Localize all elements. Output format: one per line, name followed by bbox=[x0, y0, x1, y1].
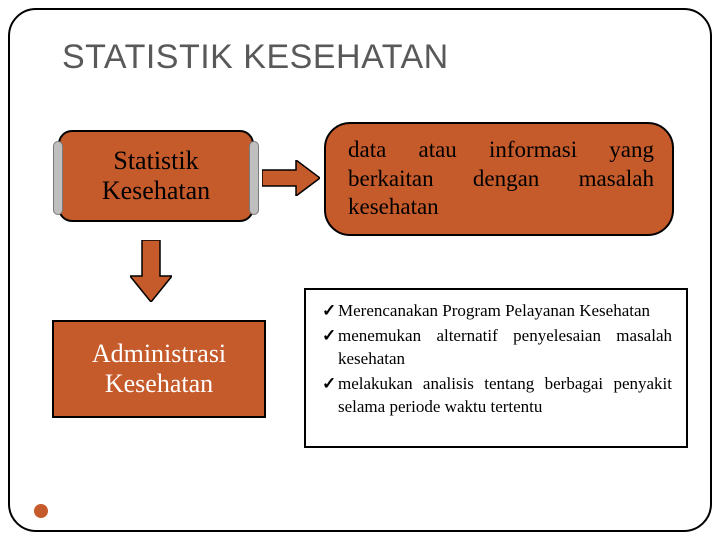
bullet-item: menemukan alternatif penyelesaian masala… bbox=[322, 325, 672, 371]
arrow-down-icon bbox=[130, 240, 172, 307]
scroll-decoration-left bbox=[53, 141, 63, 215]
definisi-text: data atau informasi yang berkaitan denga… bbox=[348, 136, 654, 222]
box-administrasi-label: Administrasi Kesehatan bbox=[92, 339, 226, 399]
bullet-item: melakukan analisis tentang berbagai peny… bbox=[322, 373, 672, 419]
bullet-item: Merencanakan Program Pelayanan Kesehatan bbox=[322, 300, 672, 323]
box-statistik-kesehatan: Statistik Kesehatan bbox=[58, 130, 254, 222]
box-bullets: Merencanakan Program Pelayanan Kesehatan… bbox=[304, 288, 688, 448]
page-indicator-dot bbox=[34, 504, 48, 518]
box-definisi: data atau informasi yang berkaitan denga… bbox=[324, 122, 674, 236]
box-statistik-label: Statistik Kesehatan bbox=[102, 146, 210, 206]
slide-frame bbox=[8, 8, 712, 532]
slide-title: STATISTIK KESEHATAN bbox=[62, 38, 449, 77]
scroll-decoration-right bbox=[249, 141, 259, 215]
box-administrasi-kesehatan: Administrasi Kesehatan bbox=[52, 320, 266, 418]
arrow-right-icon bbox=[262, 160, 320, 201]
